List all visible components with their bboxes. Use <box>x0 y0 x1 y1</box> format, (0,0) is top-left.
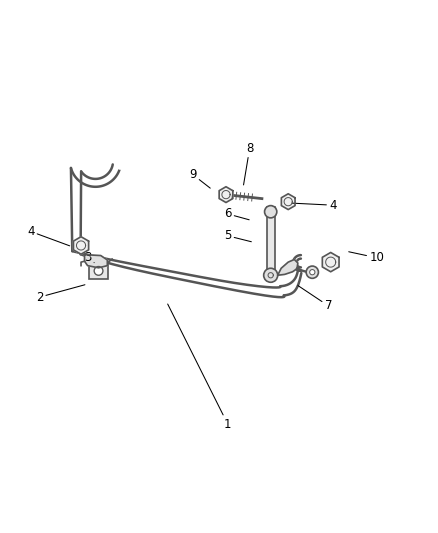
Text: 8: 8 <box>244 142 253 185</box>
Polygon shape <box>74 237 88 254</box>
Circle shape <box>310 270 315 275</box>
Text: 6: 6 <box>224 207 249 221</box>
Circle shape <box>265 206 277 218</box>
Polygon shape <box>219 187 233 203</box>
Bar <box>267 207 275 279</box>
Polygon shape <box>281 194 295 209</box>
Polygon shape <box>85 255 107 268</box>
Text: 4: 4 <box>292 199 337 212</box>
Circle shape <box>306 266 318 278</box>
Text: 2: 2 <box>35 285 85 304</box>
Text: 10: 10 <box>349 251 384 264</box>
Polygon shape <box>278 260 298 275</box>
Text: 5: 5 <box>224 229 251 243</box>
Bar <box>89 263 108 279</box>
Text: 9: 9 <box>189 168 210 188</box>
Text: 3: 3 <box>84 251 94 264</box>
Polygon shape <box>322 253 339 272</box>
Text: 4: 4 <box>27 225 70 246</box>
Circle shape <box>264 268 278 282</box>
Circle shape <box>116 158 126 169</box>
Text: 7: 7 <box>298 286 332 312</box>
Text: 1: 1 <box>168 304 232 431</box>
Circle shape <box>94 266 103 275</box>
